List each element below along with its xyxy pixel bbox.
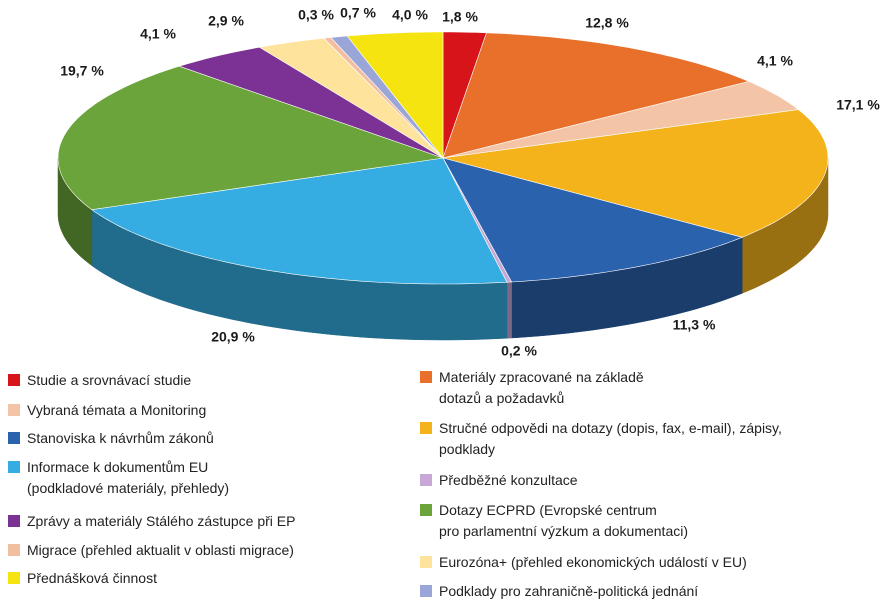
value-label: 4,1 % <box>140 26 176 42</box>
legend-swatch <box>420 585 432 597</box>
legend-swatch <box>420 504 432 516</box>
legend-label: Podklady pro zahraničně-politická jednán… <box>439 583 699 599</box>
legend-swatch <box>420 422 432 434</box>
legend-label: Migrace (přehled aktualit v oblasti migr… <box>27 542 294 558</box>
value-label: 4,0 % <box>392 7 428 23</box>
slice <box>258 37 444 159</box>
value-label: 19,7 % <box>60 63 104 79</box>
value-label: 0,2 % <box>501 343 537 359</box>
legend-swatch <box>8 515 20 527</box>
legend-swatch <box>8 404 20 416</box>
slice-side <box>506 281 512 339</box>
legend-label: Materiály zpracované na základě dotazů a… <box>439 369 644 406</box>
value-label: 2,9 % <box>208 13 244 29</box>
legend-label: Předběžné konzultace <box>439 472 578 488</box>
slice <box>57 65 444 211</box>
slice <box>91 157 508 285</box>
value-label: 0,7 % <box>340 5 376 21</box>
value-label: 0,3 % <box>298 7 334 23</box>
legend-label: Dotazy ECPRD (Evropské centrum pro parla… <box>439 502 688 539</box>
value-label: 4,1 % <box>757 53 793 69</box>
legend-label: Studie a srovnávací studie <box>27 372 192 388</box>
legend-swatch <box>8 544 20 556</box>
legend-swatch <box>8 461 20 473</box>
value-label: 17,1 % <box>836 97 880 113</box>
value-label: 20,9 % <box>211 329 255 345</box>
slice <box>442 109 829 238</box>
legend-label: Informace k dokumentům EU (podkladové ma… <box>27 459 230 496</box>
legend-label: Eurozóna+ (přehled ekonomických událostí… <box>439 554 747 570</box>
slice <box>442 81 800 159</box>
value-label: 11,3 % <box>673 317 716 333</box>
value-label: 12,8 % <box>585 15 629 31</box>
slice <box>178 46 444 159</box>
legend-swatch <box>8 374 20 386</box>
legend-swatch <box>8 432 20 444</box>
legend-label: Zprávy a materiály Stálého zástupce při … <box>27 513 296 529</box>
slice <box>442 157 744 283</box>
slice <box>442 32 750 159</box>
legend-swatch <box>420 371 432 383</box>
legend-label: Vybraná témata a Monitoring <box>27 402 207 418</box>
slice <box>346 31 444 159</box>
chart: 1,8 % 12,8 % 4,1 % 17,1 % 11,3 % 0,2 % 20,9 % 1… <box>57 5 880 359</box>
legend-label: Stanoviska k návrhům zákonů <box>27 430 214 446</box>
legend-swatch <box>420 474 432 486</box>
value-label: 1,8 % <box>442 9 478 25</box>
legend-swatch <box>8 572 20 584</box>
legend-swatch <box>420 556 432 568</box>
legend-label: Přednášková činnost <box>27 570 157 586</box>
legend-label: Stručné odpovědi na dotazy (dopis, fax, … <box>439 420 782 457</box>
